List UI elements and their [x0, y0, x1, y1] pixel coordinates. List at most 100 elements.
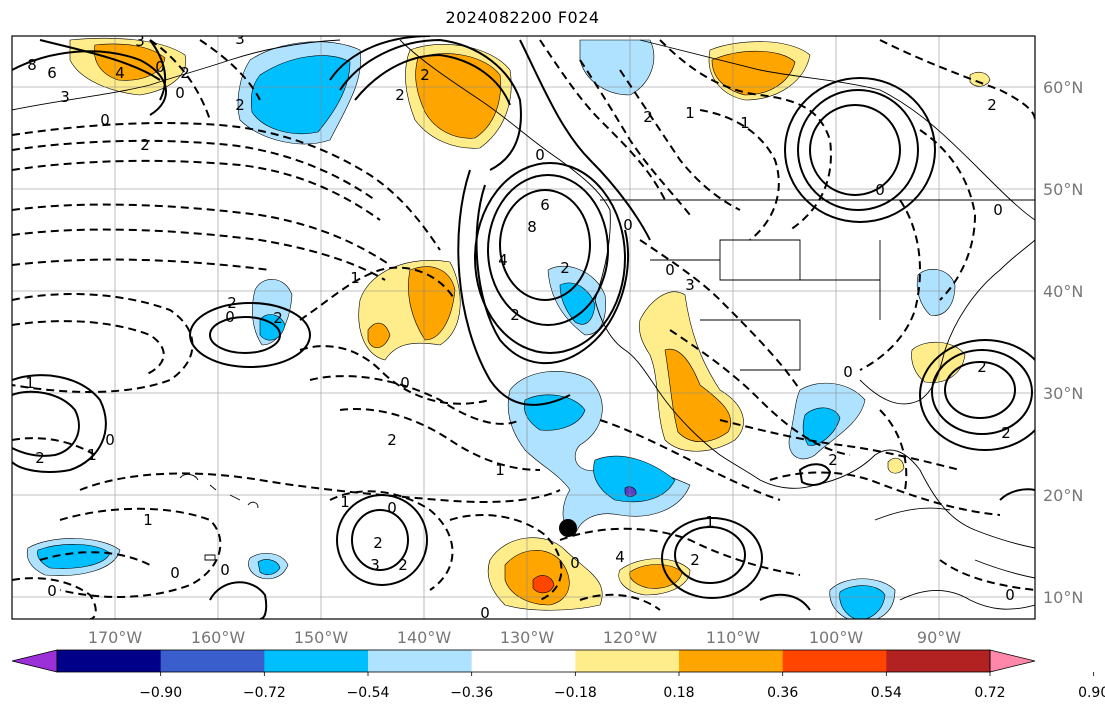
- contour-label: 2: [828, 451, 838, 469]
- colorbar-segment: [679, 650, 784, 672]
- colorbar: [11, 649, 1036, 673]
- contour-label: 0: [480, 604, 490, 622]
- contour-label: 2: [35, 449, 45, 467]
- colorbar-extend-right: [989, 649, 1036, 673]
- lat-tick-label: 10°N: [1043, 588, 1083, 607]
- contour-label: 0: [225, 308, 235, 326]
- shade-warm-south-core: [532, 575, 555, 594]
- shade-cool-wc-inner: [559, 282, 596, 325]
- contour-label: 0: [100, 111, 110, 129]
- shade-warm-se-small: [887, 457, 905, 474]
- colorbar-tick-labels: −0.90 −0.72 −0.54 −0.36 −0.18 0.18 0.36 0.54 0.7…: [139, 672, 1105, 701]
- shade-warm-mex-inner: [664, 348, 732, 443]
- shade-warm-ak-inner: [415, 53, 501, 139]
- contour-label: 2: [227, 294, 237, 312]
- lon-tick-label: 170°W: [88, 628, 143, 647]
- contour-label: 1: [350, 269, 360, 287]
- shaded-fields: [26, 37, 991, 619]
- contour-label: 1: [705, 513, 715, 531]
- contour-label: 3: [370, 556, 380, 574]
- shade-cool-gulf-inner: [802, 407, 841, 446]
- contour-label: 3: [60, 88, 70, 106]
- contour-label: 0: [570, 554, 580, 572]
- contour-label: 0: [875, 181, 885, 199]
- shade-cool-hawaii-inner: [257, 559, 281, 575]
- contour-label: 0: [665, 261, 675, 279]
- lat-tick-label: 60°N: [1043, 78, 1083, 97]
- contour-label: 2: [987, 96, 997, 114]
- contour-label: 3: [685, 276, 695, 294]
- contour-label: 6: [47, 64, 57, 82]
- contour-label: 2: [398, 556, 408, 574]
- lat-tick-label: 40°N: [1043, 282, 1083, 301]
- contours-negative: [12, 39, 1035, 619]
- contour-label: 2: [560, 259, 570, 277]
- contour-label: 4: [498, 251, 508, 269]
- contour-label: 0: [535, 146, 545, 164]
- colorbar-extend-left: [11, 649, 58, 673]
- coastlines: [12, 39, 1035, 610]
- colorbar-tick-label: −0.90: [139, 685, 182, 701]
- contour-label: 3: [135, 32, 145, 50]
- contour-label: 1: [340, 493, 350, 511]
- contour-label: 0: [843, 363, 853, 381]
- lat-tick-label: 20°N: [1043, 486, 1083, 505]
- contours-positive: [12, 36, 1035, 619]
- colorbar-segment: [471, 650, 576, 672]
- lon-tick-label: 130°W: [500, 628, 555, 647]
- contour-label: 0: [155, 58, 165, 76]
- contour-label: 2: [1001, 424, 1011, 442]
- lon-tick-label: 140°W: [397, 628, 452, 647]
- colorbar-tick-label: 0.36: [767, 685, 798, 701]
- contour-label: 2: [387, 431, 397, 449]
- contour-label: 2: [643, 108, 653, 126]
- contour-label: 2: [235, 96, 245, 114]
- contour-label: 0: [623, 216, 633, 234]
- map-title: 2024082200 F024: [445, 8, 600, 27]
- colorbar-tick-label: −0.36: [450, 685, 493, 701]
- contour-label: 2: [273, 309, 283, 327]
- contour-label: 1: [740, 114, 750, 132]
- contour-label: 2: [395, 86, 405, 104]
- contour-label: 3: [235, 30, 245, 48]
- colorbar-segment: [782, 650, 887, 672]
- colorbar-tick-label: 0.18: [663, 685, 694, 701]
- lon-tick-label: 100°W: [809, 628, 864, 647]
- colorbar-segment: [368, 650, 473, 672]
- contour-label: 2: [373, 534, 383, 552]
- contour-label: 0: [105, 431, 115, 449]
- colorbar-tick-label: −0.54: [347, 685, 390, 701]
- colorbar-frame: [56, 649, 991, 673]
- lon-tick-label: 120°W: [603, 628, 658, 647]
- colorbar-segment: [160, 650, 265, 672]
- colorbar-tick-label: −0.18: [554, 685, 597, 701]
- black-dot-marker: [559, 519, 577, 537]
- shade-warm-small-ne: [969, 71, 991, 87]
- contour-label: 8: [27, 56, 37, 74]
- colorbar-tick-label: 0.72: [974, 685, 1005, 701]
- contour-label: 0: [400, 374, 410, 392]
- colorbar-segment: [575, 650, 680, 672]
- lon-tick-label: 90°W: [917, 628, 961, 647]
- contour-label: 1: [25, 374, 35, 392]
- latitude-labels: 60°N 50°N 40°N 30°N 20°N 10°N: [1043, 78, 1083, 607]
- contour-label: 0: [170, 564, 180, 582]
- contour-label: 2: [690, 551, 700, 569]
- colorbar-segment: [264, 650, 369, 672]
- contour-label: 1: [685, 104, 695, 122]
- lat-tick-label: 50°N: [1043, 180, 1083, 199]
- shade-warm-south2-inner: [629, 564, 683, 589]
- contour-label: 0: [993, 201, 1003, 219]
- contour-label: 4: [115, 64, 125, 82]
- contour-label: 4: [615, 548, 625, 566]
- lon-tick-label: 110°W: [706, 628, 761, 647]
- colorbar-segment: [886, 650, 991, 672]
- contour-label: 0: [47, 582, 57, 600]
- shade-warm-pac-inner2: [367, 322, 391, 348]
- contour-label: 2: [420, 66, 430, 84]
- contour-label: 0: [175, 84, 185, 102]
- lon-tick-label: 150°W: [294, 628, 349, 647]
- contour-label: 1: [143, 511, 153, 529]
